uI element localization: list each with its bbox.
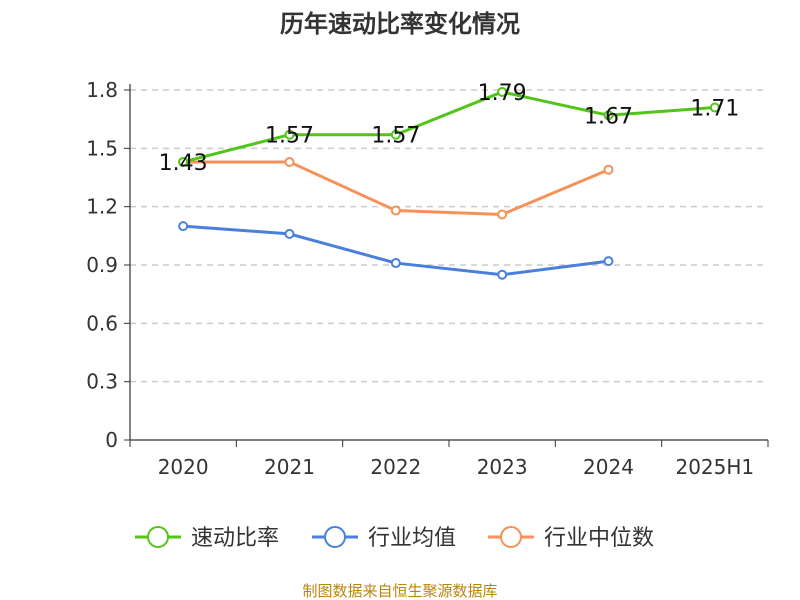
y-tick-label: 0.3	[86, 370, 118, 394]
axes: 0 0.3 0.6 0.9 1.2 1.5 1.8 2020 2021 2022 2023 2024 2…	[86, 78, 769, 479]
data-point	[284, 129, 295, 140]
data-label: 1.57	[371, 124, 420, 149]
y-tick-label: 0.6	[86, 311, 118, 335]
source-note: 制图数据来自恒生聚源数据库	[302, 582, 497, 600]
data-point	[390, 129, 401, 140]
data-point	[709, 102, 720, 113]
data-label: 1.71	[690, 97, 739, 122]
y-tick-label: 1.2	[86, 195, 118, 219]
y-tick-label: 1.5	[86, 136, 118, 160]
legend-label: 行业中位数	[544, 526, 654, 551]
data-point	[497, 209, 508, 220]
x-tick-label: 2025H1	[675, 455, 754, 479]
data-point	[178, 156, 189, 167]
data-point	[603, 164, 614, 175]
data-label: 1.43	[159, 151, 208, 176]
x-tick-label: 2024	[583, 455, 634, 479]
legend-marker	[500, 526, 522, 548]
x-tick-label: 2023	[477, 455, 528, 479]
data-point	[603, 110, 614, 121]
data-point	[603, 256, 614, 267]
legend-marker	[324, 526, 346, 548]
chart-title: 历年速动比率变化情况	[280, 10, 520, 38]
legend-label: 行业均值	[368, 526, 456, 551]
data-label: 1.79	[478, 81, 527, 106]
x-tick-label: 2021	[264, 455, 315, 479]
data-point	[497, 269, 508, 280]
series-line	[182, 90, 715, 164]
data-point	[390, 258, 401, 269]
legend-marker	[147, 526, 169, 548]
legend-item[interactable]: 行业中位数	[488, 526, 654, 551]
legend-label: 速动比率	[191, 526, 279, 551]
data-point	[284, 228, 295, 239]
y-tick-label: 0.9	[86, 253, 118, 277]
series-layer	[178, 86, 720, 280]
legend[interactable]: 速动比率 行业均值 行业中位数	[135, 526, 654, 551]
legend-item[interactable]: 速动比率	[135, 526, 279, 551]
grid	[130, 89, 768, 383]
data-labels: 1.43 1.57 1.57 1.79 1.67 1.71	[159, 81, 740, 176]
data-point	[390, 205, 401, 216]
data-point	[284, 156, 295, 167]
y-tick-label: 1.8	[86, 78, 118, 102]
x-tick-label: 2022	[370, 455, 421, 479]
y-tick-label: 0	[105, 428, 118, 452]
x-tick-label: 2020	[158, 455, 209, 479]
legend-item[interactable]: 行业均值	[312, 526, 456, 551]
data-label: 1.57	[265, 124, 314, 149]
data-point	[497, 86, 508, 97]
data-point	[178, 221, 189, 232]
data-label: 1.67	[584, 104, 633, 129]
